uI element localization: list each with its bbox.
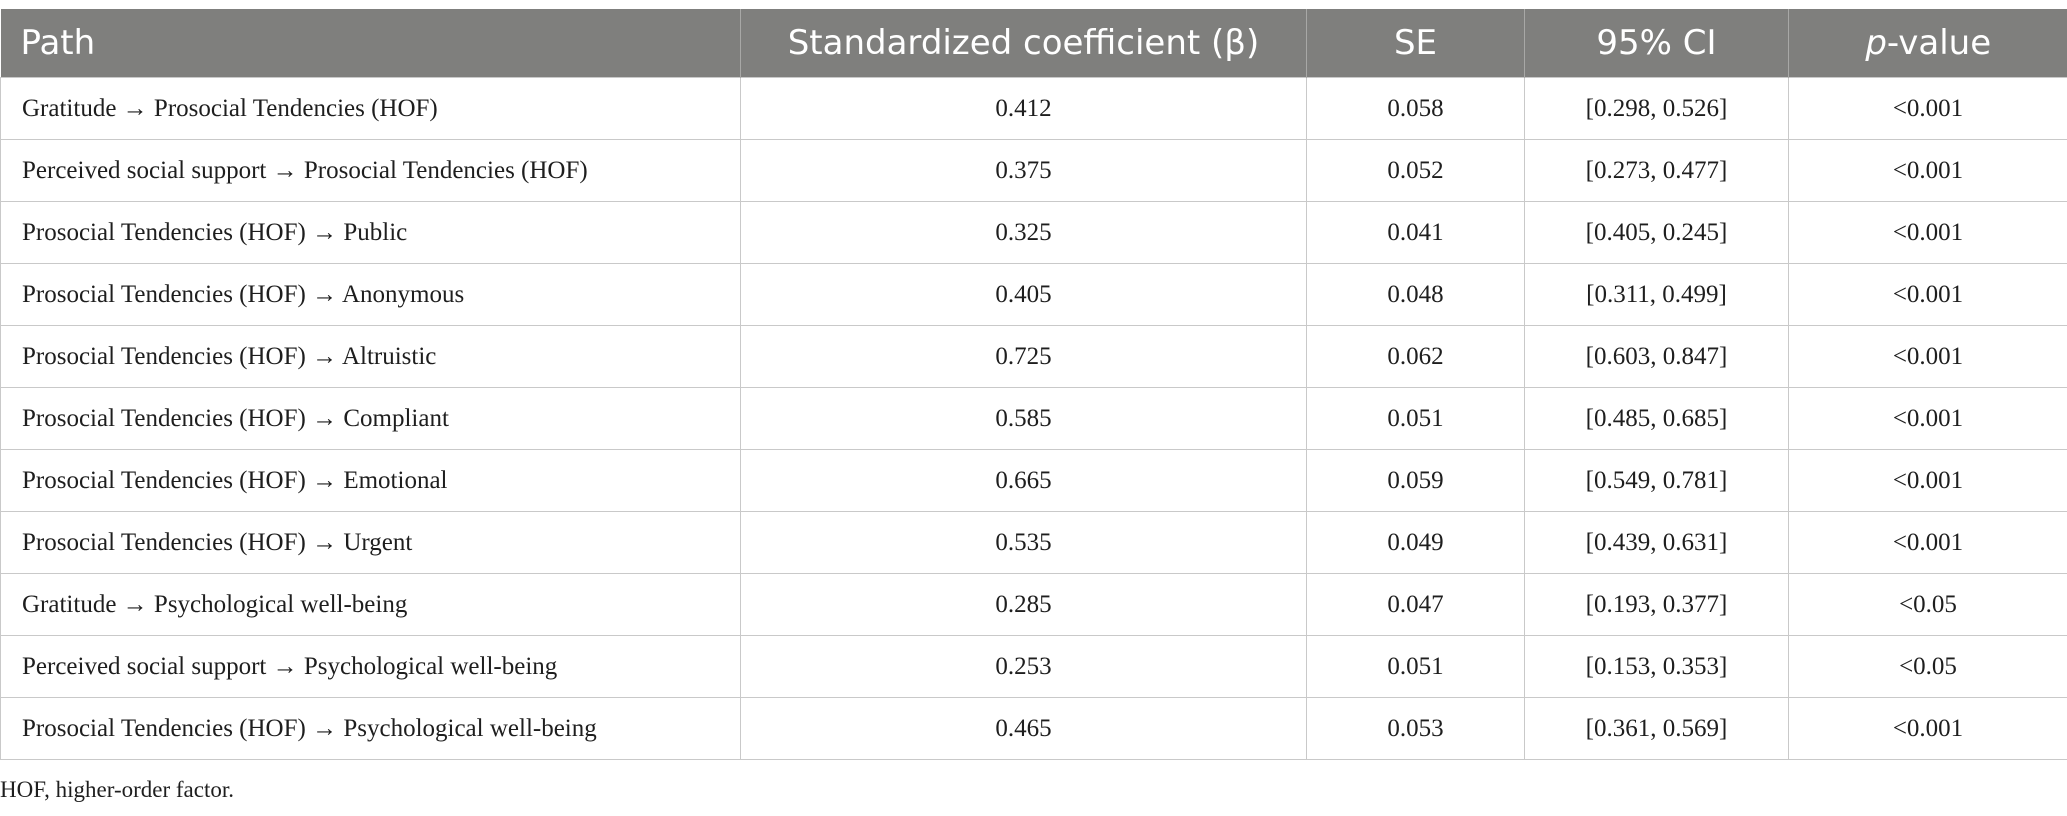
cell-ci: [0.439, 0.631] bbox=[1524, 511, 1789, 574]
cell-coefficient: 0.535 bbox=[740, 511, 1307, 574]
cell-path: Prosocial Tendencies (HOF) → Emotional bbox=[0, 449, 741, 512]
cell-ci: [0.549, 0.781] bbox=[1524, 449, 1789, 512]
cell-p-value: <0.001 bbox=[1788, 325, 2067, 388]
cell-ci: [0.153, 0.353] bbox=[1524, 635, 1789, 698]
cell-se: 0.059 bbox=[1306, 449, 1525, 512]
table-row: Prosocial Tendencies (HOF) → Public 0.325… bbox=[0, 201, 2067, 264]
cell-ci: [0.603, 0.847] bbox=[1524, 325, 1789, 388]
cell-se: 0.041 bbox=[1306, 201, 1525, 264]
cell-se: 0.051 bbox=[1306, 387, 1525, 450]
cell-p-value: <0.001 bbox=[1788, 139, 2067, 202]
cell-coefficient: 0.253 bbox=[740, 635, 1307, 698]
table-body: Gratitude → Prosocial Tendencies (HOF) 0.… bbox=[0, 77, 2067, 760]
cell-coefficient: 0.405 bbox=[740, 263, 1307, 326]
cell-path: Prosocial Tendencies (HOF) → Altruistic bbox=[0, 325, 741, 388]
cell-ci: [0.485, 0.685] bbox=[1524, 387, 1789, 450]
table-row: Prosocial Tendencies (HOF) → Compliant 0.… bbox=[0, 387, 2067, 450]
header-p-italic: p bbox=[1865, 23, 1887, 63]
cell-path: Gratitude → Psychological well-being bbox=[0, 573, 741, 636]
cell-path: Prosocial Tendencies (HOF) → Psychologic… bbox=[0, 697, 741, 760]
cell-p-value: <0.001 bbox=[1788, 697, 2067, 760]
table-row: Prosocial Tendencies (HOF) → Anonymous 0.… bbox=[0, 263, 2067, 326]
header-p-suffix: -value bbox=[1886, 23, 1992, 63]
cell-path: Prosocial Tendencies (HOF) → Urgent bbox=[0, 511, 741, 574]
cell-ci: [0.193, 0.377] bbox=[1524, 573, 1789, 636]
cell-p-value: <0.001 bbox=[1788, 77, 2067, 140]
cell-path: Prosocial Tendencies (HOF) → Anonymous bbox=[0, 263, 741, 326]
header-95-ci: 95% CI bbox=[1524, 9, 1789, 78]
table-row: Gratitude → Prosocial Tendencies (HOF) 0.… bbox=[0, 77, 2067, 140]
cell-path: Prosocial Tendencies (HOF) → Public bbox=[0, 201, 741, 264]
table-row: Prosocial Tendencies (HOF) → Urgent 0.535… bbox=[0, 511, 2067, 574]
cell-se: 0.058 bbox=[1306, 77, 1525, 140]
cell-coefficient: 0.325 bbox=[740, 201, 1307, 264]
cell-p-value: <0.05 bbox=[1788, 573, 2067, 636]
cell-p-value: <0.001 bbox=[1788, 511, 2067, 574]
cell-coefficient: 0.285 bbox=[740, 573, 1307, 636]
cell-coefficient: 0.665 bbox=[740, 449, 1307, 512]
cell-p-value: <0.001 bbox=[1788, 263, 2067, 326]
cell-ci: [0.311, 0.499] bbox=[1524, 263, 1789, 326]
table-row: Perceived social support → Psychological… bbox=[0, 635, 2067, 698]
cell-se: 0.048 bbox=[1306, 263, 1525, 326]
table-footnote: HOF, higher-order factor. bbox=[0, 777, 235, 802]
table-row: Perceived social support → Prosocial Ten… bbox=[0, 139, 2067, 202]
cell-se: 0.047 bbox=[1306, 573, 1525, 636]
header-standardized-coefficient: Standardized coefficient (β) bbox=[740, 9, 1307, 78]
header-p-value: p-value bbox=[1788, 9, 2067, 78]
cell-path: Perceived social support → Psychological… bbox=[0, 635, 741, 698]
cell-p-value: <0.001 bbox=[1788, 201, 2067, 264]
cell-se: 0.053 bbox=[1306, 697, 1525, 760]
cell-se: 0.052 bbox=[1306, 139, 1525, 202]
cell-path: Prosocial Tendencies (HOF) → Compliant bbox=[0, 387, 741, 450]
cell-p-value: <0.001 bbox=[1788, 387, 2067, 450]
results-table-container: Path Standardized coefficient (β) SE 95%… bbox=[0, 9, 2067, 760]
cell-path: Perceived social support → Prosocial Ten… bbox=[0, 139, 741, 202]
table-row: Prosocial Tendencies (HOF) → Emotional 0.… bbox=[0, 449, 2067, 512]
table-row: Prosocial Tendencies (HOF) → Altruistic 0… bbox=[0, 325, 2067, 388]
cell-p-value: <0.001 bbox=[1788, 449, 2067, 512]
cell-se: 0.051 bbox=[1306, 635, 1525, 698]
cell-ci: [0.273, 0.477] bbox=[1524, 139, 1789, 202]
cell-se: 0.062 bbox=[1306, 325, 1525, 388]
cell-se: 0.049 bbox=[1306, 511, 1525, 574]
table-row: Prosocial Tendencies (HOF) → Psychologic… bbox=[0, 697, 2067, 760]
table-header: Path Standardized coefficient (β) SE 95%… bbox=[0, 9, 2067, 78]
header-path: Path bbox=[0, 9, 741, 78]
cell-ci: [0.405, 0.245] bbox=[1524, 201, 1789, 264]
cell-p-value: <0.05 bbox=[1788, 635, 2067, 698]
cell-coefficient: 0.375 bbox=[740, 139, 1307, 202]
cell-coefficient: 0.725 bbox=[740, 325, 1307, 388]
header-se: SE bbox=[1306, 9, 1525, 78]
cell-path: Gratitude → Prosocial Tendencies (HOF) bbox=[0, 77, 741, 140]
cell-ci: [0.298, 0.526] bbox=[1524, 77, 1789, 140]
path-coefficients-table: Path Standardized coefficient (β) SE 95%… bbox=[0, 9, 2067, 760]
table-row: Gratitude → Psychological well-being 0.28… bbox=[0, 573, 2067, 636]
header-row: Path Standardized coefficient (β) SE 95%… bbox=[0, 9, 2067, 78]
cell-ci: [0.361, 0.569] bbox=[1524, 697, 1789, 760]
cell-coefficient: 0.465 bbox=[740, 697, 1307, 760]
cell-coefficient: 0.585 bbox=[740, 387, 1307, 450]
cell-coefficient: 0.412 bbox=[740, 77, 1307, 140]
